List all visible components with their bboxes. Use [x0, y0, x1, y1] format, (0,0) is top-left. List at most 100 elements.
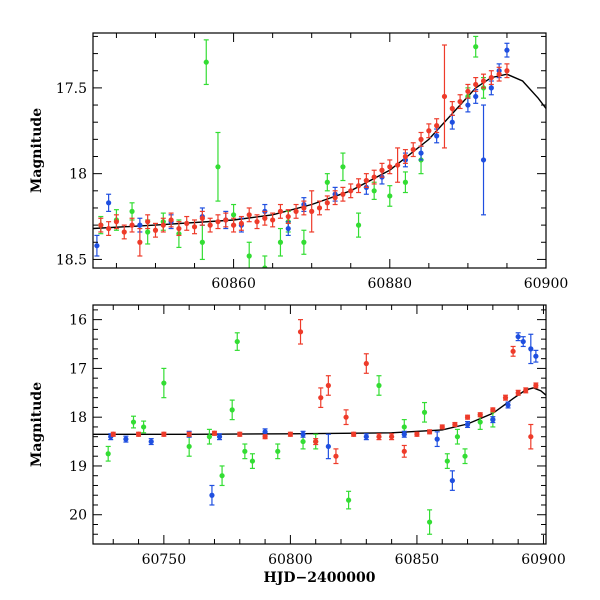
data-point-red — [215, 214, 221, 230]
marker — [387, 193, 393, 199]
marker — [237, 431, 243, 437]
marker — [363, 360, 369, 367]
data-point-green — [277, 227, 284, 257]
marker — [137, 222, 143, 228]
data-point-red — [318, 387, 324, 409]
data-point-blue — [480, 104, 487, 216]
data-point-red — [184, 215, 190, 231]
data-point-red — [176, 221, 182, 237]
data-point-blue — [465, 97, 471, 113]
data-point-red — [325, 375, 331, 396]
data-point-red — [379, 162, 385, 178]
data-point-green — [215, 131, 221, 202]
plot-area — [93, 319, 546, 535]
marker — [186, 431, 192, 437]
y-axis-title: Magnitude — [29, 108, 45, 193]
x-tick-label: 60900 — [524, 276, 569, 292]
data-point-red — [488, 70, 494, 86]
marker — [106, 200, 112, 206]
marker — [234, 338, 240, 345]
marker — [376, 434, 382, 440]
data-point-red — [332, 190, 338, 206]
data-point-blue — [148, 438, 154, 446]
data-point-red — [410, 142, 416, 158]
marker — [371, 188, 377, 194]
data-point-red — [464, 414, 471, 420]
data-point-blue — [106, 193, 112, 212]
data-point-red — [343, 409, 349, 426]
data-point-red — [191, 219, 198, 235]
data-point-red — [496, 66, 502, 82]
data-point-red — [333, 448, 339, 465]
data-point-red — [186, 431, 192, 437]
data-point-green — [340, 152, 346, 182]
data-point-red — [121, 224, 127, 240]
marker — [199, 215, 205, 221]
data-point-green — [186, 436, 192, 457]
marker — [324, 179, 330, 185]
marker — [379, 167, 385, 173]
data-point-red — [376, 433, 382, 441]
marker — [465, 102, 471, 108]
data-point-red — [262, 434, 268, 440]
data-point-blue — [216, 433, 223, 441]
marker — [343, 414, 349, 420]
marker — [287, 431, 293, 437]
marker — [402, 179, 409, 185]
data-point-red — [355, 178, 362, 194]
marker — [387, 164, 393, 170]
marker — [293, 208, 299, 214]
y-tick-label: 19 — [69, 459, 87, 475]
data-point-red — [371, 169, 377, 185]
data-point-green — [301, 229, 307, 255]
data-point-red — [473, 76, 479, 92]
marker — [401, 431, 407, 437]
y-tick-label: 17 — [69, 361, 87, 377]
marker — [215, 219, 221, 225]
x-tick-label: 60850 — [395, 552, 440, 568]
marker — [206, 434, 213, 440]
marker — [426, 519, 433, 525]
data-point-red — [262, 210, 268, 226]
marker — [340, 191, 346, 197]
x-axis-title: HJD−2400000 — [264, 570, 376, 586]
marker — [426, 429, 433, 435]
data-point-blue — [504, 42, 510, 58]
data-point-blue — [520, 336, 526, 348]
marker — [340, 164, 346, 170]
data-point-red — [211, 430, 218, 436]
data-point-blue — [209, 484, 215, 506]
data-point-green — [129, 202, 135, 221]
marker — [300, 431, 306, 437]
data-point-red — [504, 63, 510, 79]
marker — [410, 147, 416, 153]
data-point-blue — [464, 420, 471, 429]
data-point-green — [199, 224, 205, 261]
marker — [230, 212, 237, 218]
marker — [441, 93, 448, 100]
marker — [316, 205, 323, 211]
marker — [449, 105, 455, 112]
x-tick-label: 60750 — [142, 552, 187, 568]
marker — [297, 329, 304, 335]
marker — [216, 434, 223, 440]
marker — [176, 225, 182, 232]
data-point-red — [340, 186, 346, 202]
marker — [401, 448, 407, 454]
marker — [285, 225, 291, 232]
data-point-green — [444, 453, 450, 469]
marker — [488, 85, 494, 91]
data-point-green — [130, 415, 137, 429]
marker — [528, 346, 534, 352]
data-point-red — [207, 217, 213, 233]
data-point-red — [426, 429, 433, 435]
top-panel: 60860 60880 60900 17.5 18 18.5 Magnitude — [29, 32, 569, 292]
marker — [277, 208, 284, 214]
data-point-red — [426, 123, 432, 139]
data-point-green — [355, 212, 362, 238]
marker — [254, 219, 260, 225]
data-point-red — [363, 353, 369, 374]
data-point-green — [219, 465, 225, 487]
marker — [363, 177, 369, 184]
